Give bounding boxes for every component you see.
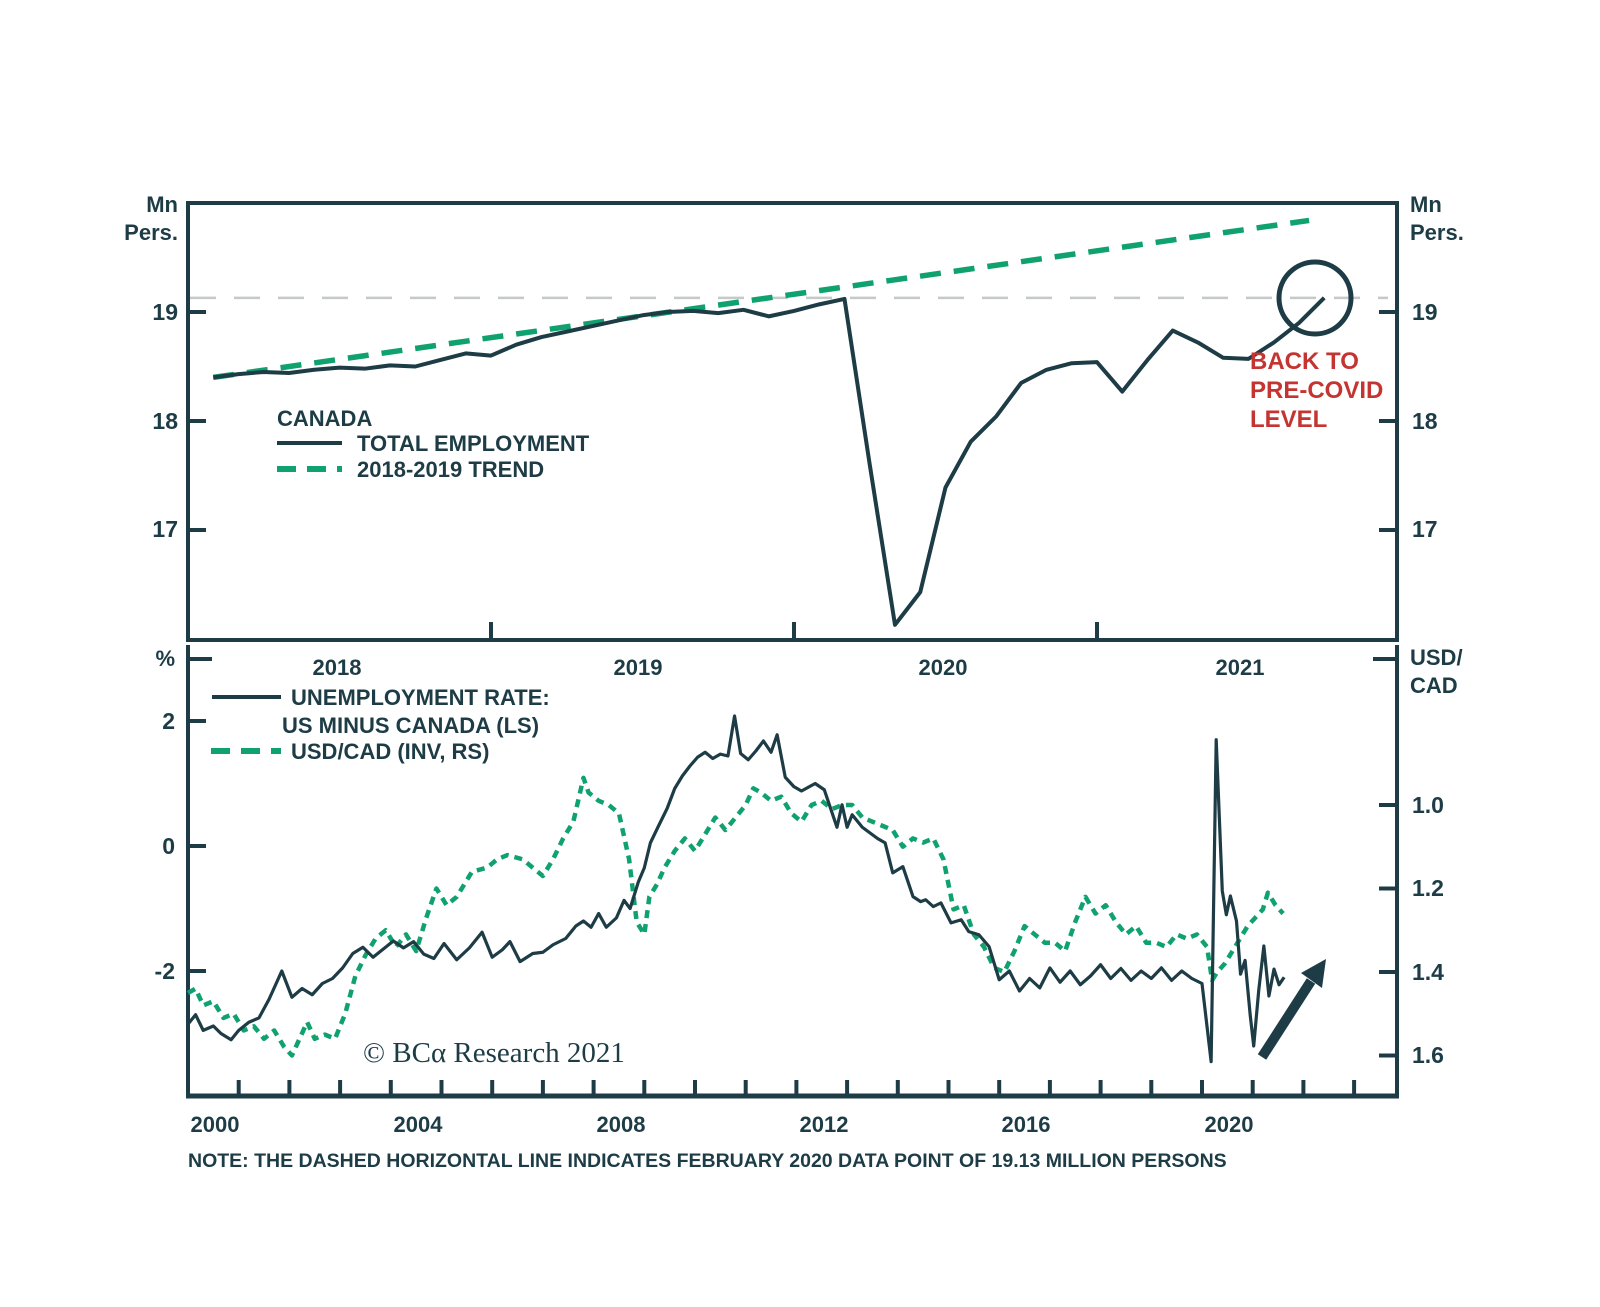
bottom-legend-line3: USD/CAD (INV, RS) — [291, 739, 489, 764]
back-to-pre-covid-annotation: BACK TO PRE-COVID LEVEL — [1250, 348, 1383, 433]
up-arrow-head — [1301, 959, 1326, 988]
top-left-tick-19: 19 — [152, 299, 178, 325]
employment-series — [212, 296, 1326, 627]
bottom-x-label-2008: 2008 — [597, 1112, 646, 1137]
unemployment-diff-line — [186, 714, 1286, 1064]
top-left-axis-unit-line2: Pers. — [124, 220, 178, 245]
pre-covid-circle-annotation — [1276, 259, 1354, 337]
top-legend: CANADA TOTAL EMPLOYMENT 2018-2019 TREND — [277, 406, 590, 482]
bottom-x-label-2020: 2020 — [1205, 1112, 1254, 1137]
bottom-x-label-2012: 2012 — [800, 1112, 849, 1137]
bottom-right-tick-10: 1.0 — [1412, 792, 1444, 818]
bottom-left-tick-0: 0 — [162, 833, 175, 859]
bottom-right-tick-16: 1.6 — [1412, 1042, 1444, 1068]
top-x-label-2021: 2021 — [1216, 655, 1265, 680]
up-arrow-shaft — [1257, 978, 1316, 1060]
usdcad-line — [186, 775, 1285, 1058]
top-legend-series1-label: TOTAL EMPLOYMENT — [357, 431, 590, 456]
trend-series — [212, 217, 1310, 381]
bottom-x-label-2000: 2000 — [191, 1112, 240, 1137]
bottom-left-tick-neg2: -2 — [155, 958, 175, 984]
bottom-panel-ticks — [190, 657, 1395, 1094]
annotation-line3: LEVEL — [1250, 406, 1327, 433]
bottom-legend-line2: US MINUS CANADA (LS) — [282, 713, 539, 738]
top-legend-series2-label: 2018-2019 TREND — [357, 457, 544, 482]
total-employment-line — [212, 296, 1326, 627]
bottom-right-tick-14: 1.4 — [1412, 959, 1444, 985]
top-right-axis-unit-line1: Mn — [1410, 192, 1442, 217]
top-x-label-2019: 2019 — [614, 655, 663, 680]
top-right-tick-19: 19 — [1412, 299, 1438, 325]
bottom-x-label-2016: 2016 — [1002, 1112, 1051, 1137]
top-right-tick-18: 18 — [1412, 408, 1438, 434]
bottom-right-axis-unit-line1: USD/ — [1410, 645, 1463, 670]
annotation-line2: PRE-COVID — [1250, 377, 1383, 404]
bottom-right-axis-unit-line2: CAD — [1410, 673, 1458, 698]
bottom-left-axis-unit: % — [155, 646, 175, 671]
trend-line — [212, 217, 1310, 381]
bottom-right-tick-12: 1.2 — [1412, 875, 1444, 901]
bottom-legend: UNEMPLOYMENT RATE: US MINUS CANADA (LS) … — [211, 685, 550, 764]
usdcad-series — [186, 775, 1285, 1058]
up-arrow-annotation — [1257, 959, 1326, 1060]
bottom-x-label-2004: 2004 — [394, 1112, 444, 1137]
copyright-text: © BCα Research 2021 — [363, 1037, 625, 1069]
top-left-axis-unit-line1: Mn — [146, 192, 178, 217]
unemployment-series — [186, 714, 1286, 1064]
top-panel: Mn Pers. 19 18 17 Mn Pers. 19 18 17 2018… — [124, 192, 1464, 680]
footnote-text: NOTE: THE DASHED HORIZONTAL LINE INDICAT… — [188, 1150, 1227, 1172]
top-panel-ticks — [190, 310, 1395, 638]
top-left-tick-18: 18 — [152, 408, 178, 434]
bottom-legend-line1: UNEMPLOYMENT RATE: — [291, 685, 550, 710]
top-left-tick-17: 17 — [152, 516, 178, 542]
top-legend-title: CANADA — [277, 406, 372, 431]
top-x-label-2018: 2018 — [313, 655, 362, 680]
top-right-tick-17: 17 — [1412, 516, 1438, 542]
bottom-panel: % 2 0 -2 USD/ CAD 1.0 1.2 1.4 1.6 UNEMPL… — [155, 645, 1463, 1137]
top-x-label-2020: 2020 — [919, 655, 968, 680]
top-right-axis-unit-line2: Pers. — [1410, 220, 1464, 245]
top-panel-frame — [186, 201, 1399, 642]
bottom-left-tick-2: 2 — [162, 708, 175, 734]
annotation-line1: BACK TO — [1250, 348, 1359, 375]
